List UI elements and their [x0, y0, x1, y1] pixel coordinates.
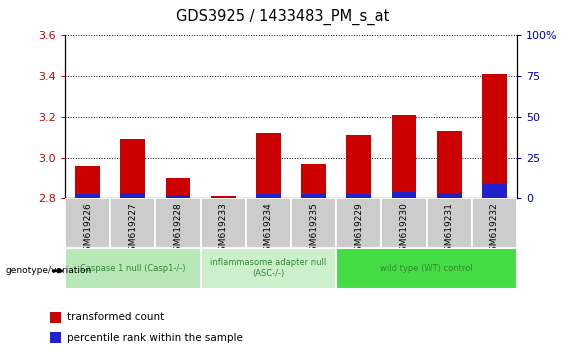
Bar [482, 184, 507, 198]
Bar [392, 192, 416, 198]
Text: GSM619229: GSM619229 [354, 202, 363, 257]
Text: GSM619226: GSM619226 [83, 202, 92, 257]
Bar [211, 196, 236, 198]
Text: GSM619233: GSM619233 [219, 202, 228, 257]
Bar [75, 194, 100, 198]
Text: GSM619231: GSM619231 [445, 202, 454, 257]
Text: GSM619230: GSM619230 [399, 202, 408, 257]
Bar [301, 194, 326, 198]
Text: transformed count: transformed count [67, 312, 164, 322]
FancyBboxPatch shape [65, 198, 110, 248]
Bar [301, 164, 326, 198]
Text: Caspase 1 null (Casp1-/-): Caspase 1 null (Casp1-/-) [80, 264, 185, 273]
Bar [75, 166, 100, 198]
Bar [256, 133, 281, 198]
FancyBboxPatch shape [246, 198, 291, 248]
Bar [346, 194, 371, 198]
Bar [346, 135, 371, 198]
Bar [50, 332, 60, 343]
FancyBboxPatch shape [381, 198, 427, 248]
Bar [482, 74, 507, 198]
FancyBboxPatch shape [472, 198, 517, 248]
FancyBboxPatch shape [291, 198, 336, 248]
Text: inflammasome adapter null
(ASC-/-): inflammasome adapter null (ASC-/-) [210, 258, 327, 278]
Text: GSM619232: GSM619232 [490, 202, 499, 257]
FancyBboxPatch shape [65, 248, 201, 289]
FancyBboxPatch shape [336, 198, 381, 248]
FancyBboxPatch shape [110, 198, 155, 248]
Bar [437, 131, 462, 198]
Text: wild type (WT) control: wild type (WT) control [380, 264, 473, 273]
Bar [256, 194, 281, 198]
Text: percentile rank within the sample: percentile rank within the sample [67, 332, 243, 343]
Bar [166, 178, 190, 198]
Text: genotype/variation: genotype/variation [6, 266, 92, 275]
Bar [50, 312, 60, 323]
Bar [392, 115, 416, 198]
Bar [437, 193, 462, 198]
Text: GSM619234: GSM619234 [264, 202, 273, 257]
Bar [166, 195, 190, 198]
Text: GSM619227: GSM619227 [128, 202, 137, 257]
FancyBboxPatch shape [155, 198, 201, 248]
FancyBboxPatch shape [336, 248, 517, 289]
Text: GSM619228: GSM619228 [173, 202, 182, 257]
Bar [211, 197, 236, 198]
Bar [120, 193, 145, 198]
Text: GSM619235: GSM619235 [309, 202, 318, 257]
Bar [120, 139, 145, 198]
FancyBboxPatch shape [201, 248, 336, 289]
FancyBboxPatch shape [201, 198, 246, 248]
Text: GDS3925 / 1433483_PM_s_at: GDS3925 / 1433483_PM_s_at [176, 9, 389, 25]
FancyBboxPatch shape [427, 198, 472, 248]
